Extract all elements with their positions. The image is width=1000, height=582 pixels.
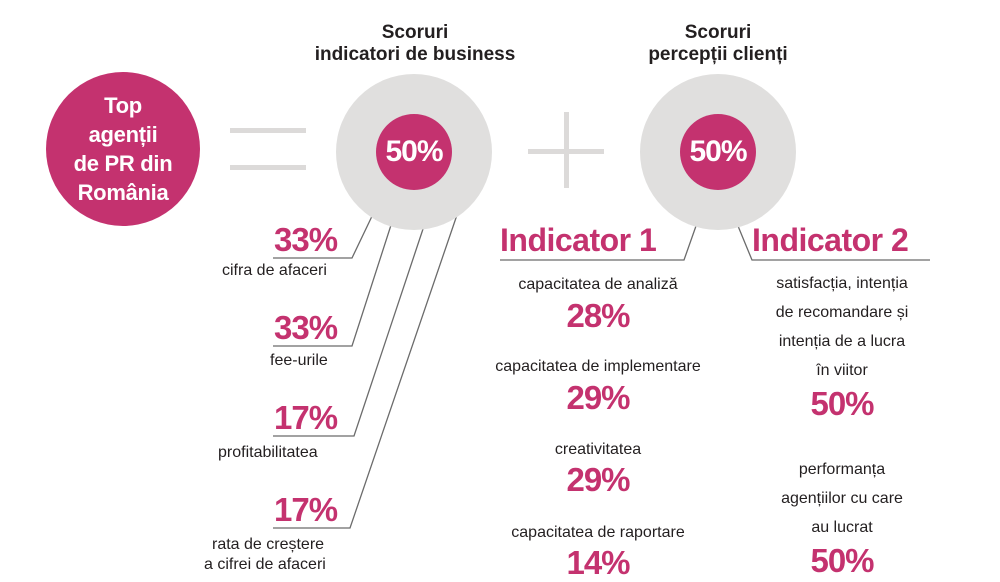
title-circle: Top agenții de PR din România	[46, 72, 200, 226]
equals-sign-bottom	[230, 165, 306, 170]
business-item-3-value: 17%	[274, 399, 338, 436]
indicator-1-item-2-value: 29%	[566, 379, 630, 416]
business-item-1-label: cifra de afaceri	[222, 262, 327, 279]
connector-item-3	[273, 225, 425, 437]
business-item-4-label-line-2: a cifrei de afaceri	[204, 556, 326, 573]
connector-item-1	[273, 211, 375, 259]
indicator-1-item-4-label: capacitatea de raportare	[511, 524, 685, 541]
indicator-1-item-1-label: capacitatea de analiză	[518, 276, 678, 293]
indicator-1-item-1-value: 28%	[566, 297, 630, 334]
indicator-2-item-1-label: satisfacția, intenția de recomandare și …	[775, 275, 909, 379]
business-item-4-label-line-1: rata de creștere	[212, 536, 325, 553]
indicator-1-item-4-value: 14%	[566, 544, 630, 581]
business-item-2-value: 33%	[274, 309, 338, 346]
equals-sign-top	[230, 128, 306, 133]
business-item-4-value: 17%	[274, 491, 338, 528]
business-item-3-label: profitabilitatea	[218, 444, 318, 461]
indicator-2-item-2-value: 50%	[810, 542, 874, 579]
indicator-1-item-3-value: 29%	[566, 461, 630, 498]
indicator-2-item-2-label: performanța agențiilor cu care au lucrat	[781, 461, 903, 536]
plus-sign-vertical	[564, 112, 569, 188]
connector-item-2	[273, 221, 393, 347]
clients-share: 50%	[680, 114, 756, 190]
connector-indicator-1	[500, 225, 697, 261]
connector-item-4	[273, 211, 459, 529]
indicator-1-title: Indicator 1	[500, 222, 657, 258]
indicator-1-item-2-label: capacitatea de implementare	[495, 358, 701, 375]
business-item-2-label: fee-urile	[270, 352, 328, 369]
connector-indicator-2	[737, 225, 930, 261]
business-heading: Scoruri indicatori de business	[314, 22, 516, 65]
indicator-2-item-1-value: 50%	[810, 385, 874, 422]
indicator-2-title: Indicator 2	[752, 222, 909, 258]
business-item-1-value: 33%	[274, 221, 338, 258]
indicator-1-item-3-label: creativitatea	[554, 441, 642, 458]
clients-heading: Scoruri percepții clienți	[648, 22, 788, 65]
business-share: 50%	[376, 114, 452, 190]
